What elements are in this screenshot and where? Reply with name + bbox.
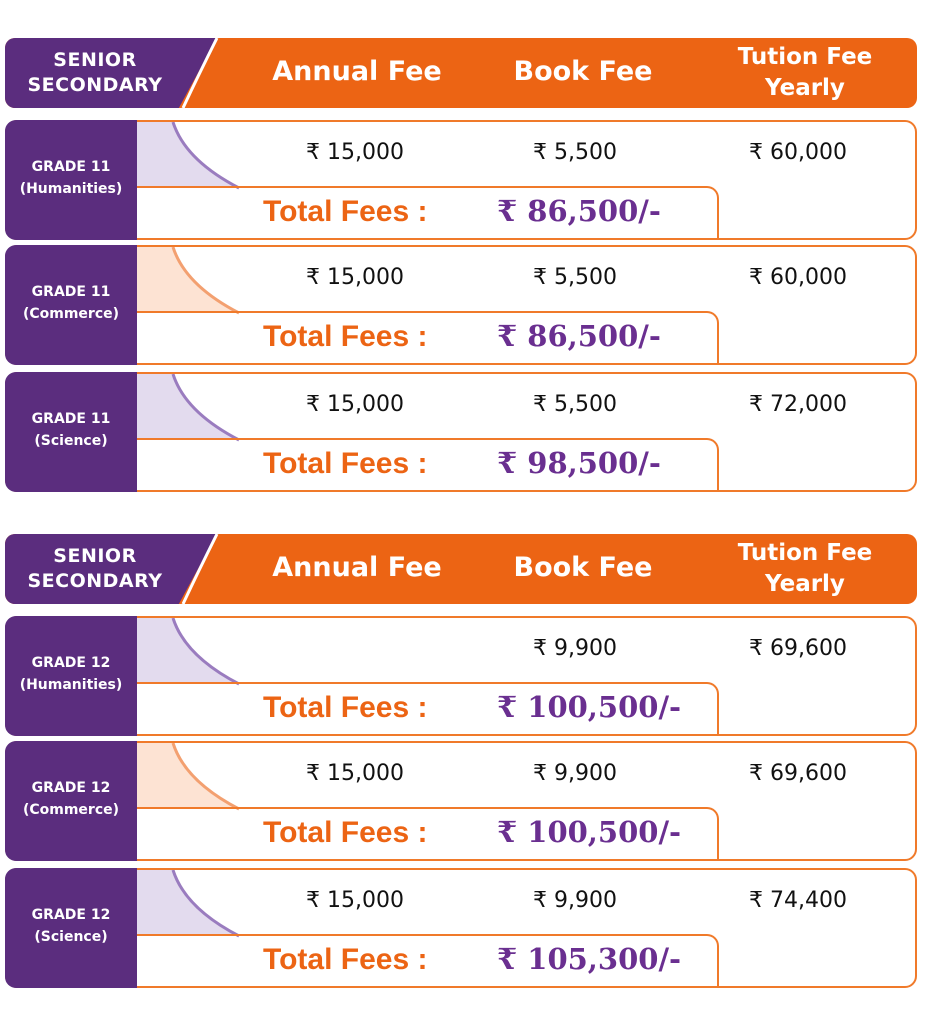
annual-fee-value: ₹ 15,000 <box>306 140 404 165</box>
grade-label: GRADE 11 (Science) <box>31 411 111 449</box>
grade-tab <box>5 120 137 240</box>
grade-tab <box>5 372 137 492</box>
total-fees-label: Total Fees : <box>263 691 428 724</box>
book-fee-value: ₹ 9,900 <box>533 636 617 661</box>
grade-label: GRADE 11 (Commerce) <box>22 284 120 322</box>
total-box <box>137 438 719 492</box>
tuition-fee-value: ₹ 69,600 <box>749 761 847 786</box>
grade-tab <box>5 245 137 365</box>
swoosh-decoration <box>137 374 240 442</box>
table-header: SENIOR SECONDARY Annual Fee Book Fee Tut… <box>5 38 917 108</box>
fee-row-grade-12-commerce: GRADE 12 (Commerce) ₹ 15,000 ₹ 9,900 ₹ 6… <box>5 741 917 861</box>
grade-label: GRADE 12 (Commerce) <box>22 780 120 818</box>
grade-label: GRADE 11 (Humanities) <box>19 159 123 197</box>
fee-table-grade-11: SENIOR SECONDARY Annual Fee Book Fee Tut… <box>5 38 917 492</box>
book-fee-value: ₹ 5,500 <box>533 140 617 165</box>
column-header-book-fee: Book Fee <box>513 56 653 87</box>
swoosh-decoration <box>137 743 240 811</box>
tuition-fee-value: ₹ 69,600 <box>749 636 847 661</box>
header-divider-stroke <box>181 38 219 108</box>
book-fee-value: ₹ 5,500 <box>533 265 617 290</box>
annual-fee-value: ₹ 15,000 <box>306 761 404 786</box>
header-purple-tab <box>5 38 217 108</box>
total-fees-label: Total Fees : <box>263 320 428 353</box>
total-fees-label: Total Fees : <box>263 816 428 849</box>
swoosh-decoration <box>137 122 240 190</box>
total-fees-label: Total Fees : <box>263 447 428 480</box>
total-fees-label: Total Fees : <box>263 195 428 228</box>
column-header-book-fee: Book Fee <box>513 552 653 583</box>
total-fees-label: Total Fees : <box>263 943 428 976</box>
column-header-tuition-fee: Tution Fee Yearly <box>737 540 873 597</box>
column-header-tuition-fee: Tution Fee Yearly <box>737 44 873 101</box>
header-divider-stroke <box>181 534 219 604</box>
grade-label: GRADE 12 (Science) <box>31 907 111 945</box>
fee-row-grade-11-humanities: GRADE 11 (Humanities) ₹ 15,000 ₹ 5,500 ₹… <box>5 120 917 240</box>
total-fees-value: ₹ 100,500/- <box>497 815 682 849</box>
grade-tab <box>5 616 137 736</box>
book-fee-value: ₹ 9,900 <box>533 888 617 913</box>
section-label: SENIOR SECONDARY <box>27 49 163 96</box>
section-label: SENIOR SECONDARY <box>27 545 163 592</box>
grade-label: GRADE 12 (Humanities) <box>19 655 123 693</box>
tuition-fee-value: ₹ 60,000 <box>749 265 847 290</box>
total-fees-value: ₹ 105,300/- <box>497 942 682 976</box>
annual-fee-value: ₹ 15,000 <box>306 265 404 290</box>
total-box <box>137 186 719 240</box>
table-header: SENIOR SECONDARY Annual Fee Book Fee Tut… <box>5 534 917 604</box>
header-purple-tab <box>5 534 217 604</box>
total-box <box>137 682 719 736</box>
fee-table-grade-12: SENIOR SECONDARY Annual Fee Book Fee Tut… <box>5 534 917 988</box>
total-fees-value: ₹ 98,500/- <box>497 446 661 480</box>
swoosh-decoration <box>137 618 240 686</box>
swoosh-decoration <box>137 247 240 315</box>
fee-row-grade-12-science: GRADE 12 (Science) ₹ 15,000 ₹ 9,900 ₹ 74… <box>5 868 917 988</box>
book-fee-value: ₹ 9,900 <box>533 761 617 786</box>
book-fee-value: ₹ 5,500 <box>533 392 617 417</box>
swoosh-decoration <box>137 870 240 938</box>
tuition-fee-value: ₹ 74,400 <box>749 888 847 913</box>
fee-row-grade-11-commerce: GRADE 11 (Commerce) ₹ 15,000 ₹ 5,500 ₹ 6… <box>5 245 917 365</box>
annual-fee-value: ₹ 15,000 <box>306 392 404 417</box>
total-fees-value: ₹ 86,500/- <box>497 194 661 228</box>
tuition-fee-value: ₹ 60,000 <box>749 140 847 165</box>
fee-row-grade-11-science: GRADE 11 (Science) ₹ 15,000 ₹ 5,500 ₹ 72… <box>5 372 917 492</box>
column-header-annual-fee: Annual Fee <box>272 552 442 583</box>
tuition-fee-value: ₹ 72,000 <box>749 392 847 417</box>
total-fees-value: ₹ 86,500/- <box>497 319 661 353</box>
total-fees-value: ₹ 100,500/- <box>497 690 682 724</box>
annual-fee-value: ₹ 15,000 <box>306 888 404 913</box>
total-box <box>137 807 719 861</box>
grade-tab <box>5 741 137 861</box>
total-box <box>137 934 719 988</box>
total-box <box>137 311 719 365</box>
grade-tab <box>5 868 137 988</box>
column-header-annual-fee: Annual Fee <box>272 56 442 87</box>
fee-row-grade-12-humanities: GRADE 12 (Humanities) ₹ 9,900 ₹ 69,600 T… <box>5 616 917 736</box>
